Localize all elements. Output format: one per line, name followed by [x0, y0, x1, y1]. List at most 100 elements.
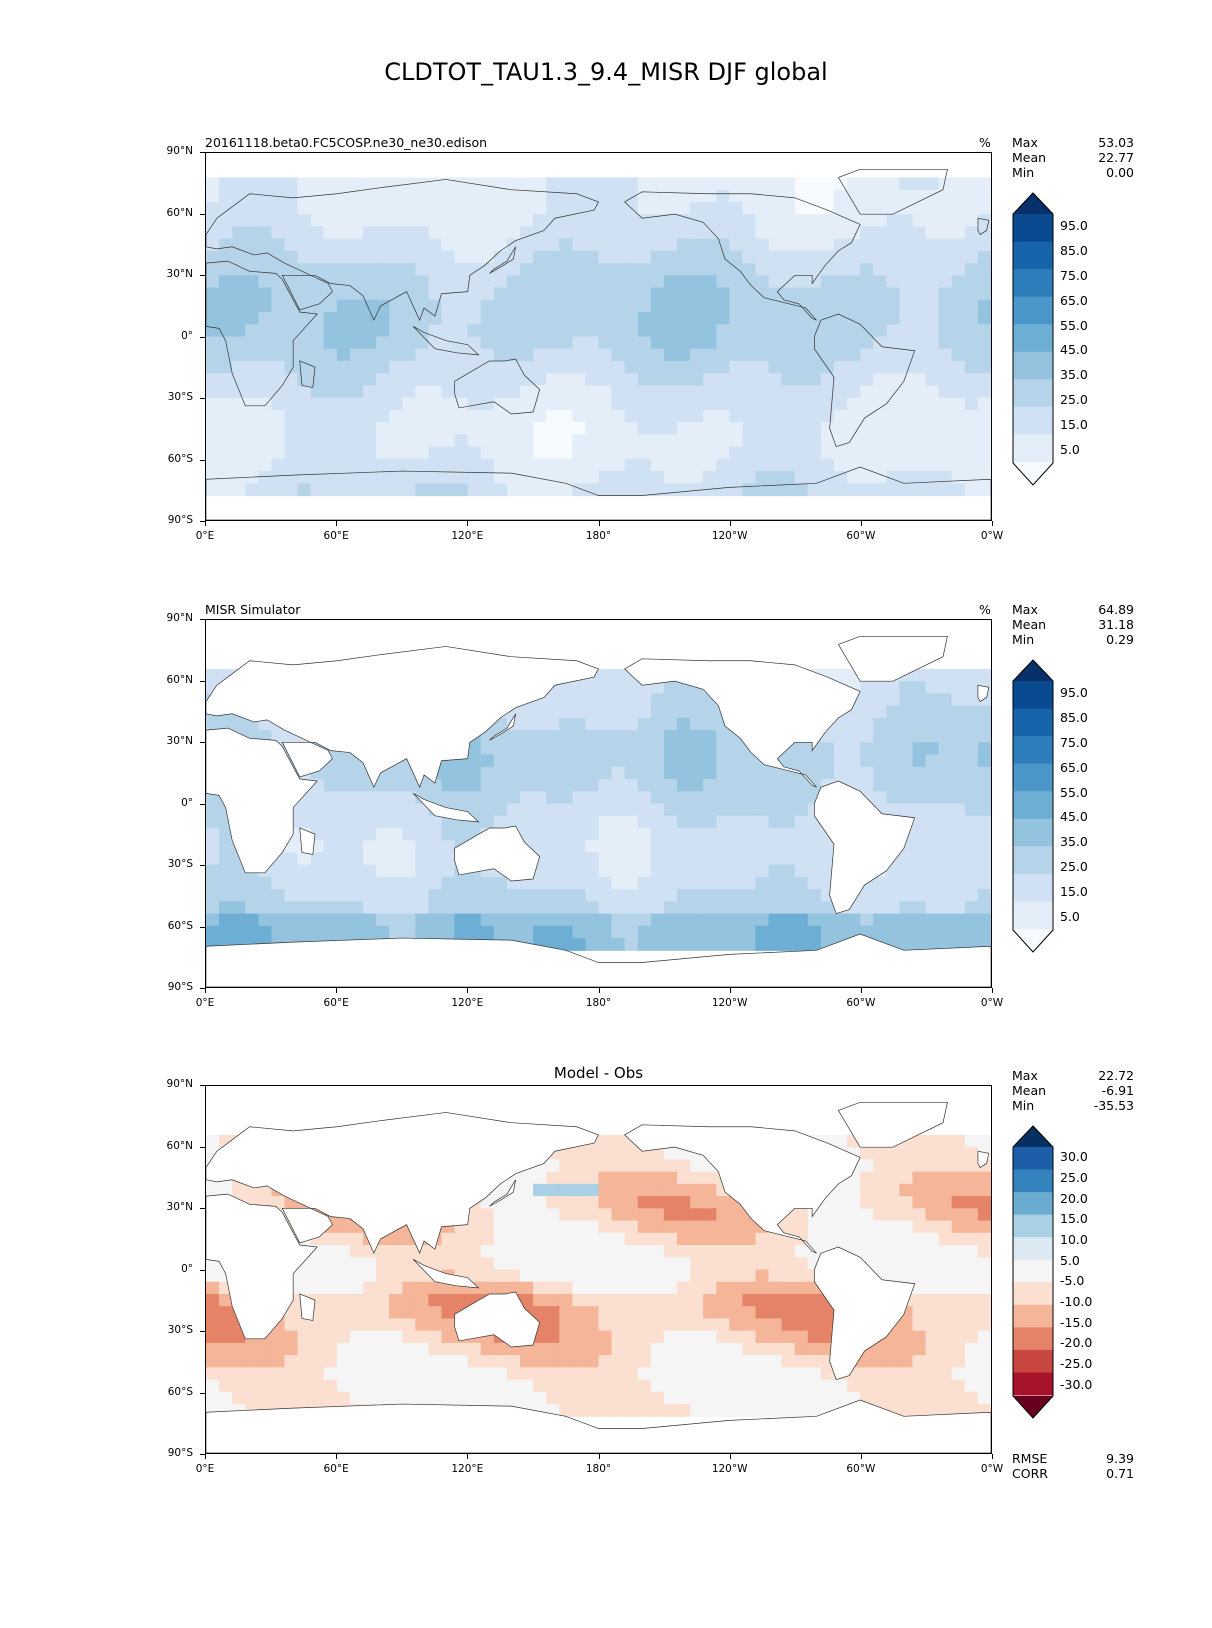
field-cell — [860, 766, 874, 780]
field-cell — [598, 201, 613, 215]
field-cell — [873, 238, 887, 252]
field-cell — [925, 1281, 940, 1295]
field-cell — [559, 1379, 573, 1393]
field-cell — [807, 1293, 822, 1307]
field-cell — [925, 324, 940, 338]
field-cell — [611, 422, 626, 435]
field-cell — [480, 1367, 495, 1381]
field-cell — [376, 226, 390, 240]
field-cell — [663, 287, 678, 301]
field-cell — [546, 397, 560, 411]
field-cell — [245, 275, 259, 289]
field-cell — [585, 864, 600, 878]
field-cell — [467, 925, 482, 939]
field-cell — [467, 1367, 482, 1381]
field-cell — [546, 852, 560, 866]
field-cell — [598, 840, 613, 854]
field-cell — [611, 458, 626, 472]
field-cell — [415, 312, 430, 325]
field-cell — [912, 938, 927, 951]
field-cell — [611, 1257, 626, 1271]
field-cell — [925, 668, 940, 682]
field-cell — [533, 336, 547, 350]
field-cell — [703, 226, 717, 240]
field-cell — [389, 275, 403, 289]
field-cell — [768, 827, 783, 841]
field-cell — [650, 1293, 665, 1307]
field-cell — [886, 226, 901, 240]
field-cell — [480, 250, 495, 264]
colorbar-tick-label: -5.0 — [1060, 1273, 1085, 1289]
field-cell — [820, 275, 835, 289]
field-cell — [546, 422, 560, 435]
x-tick-label: 120°W — [711, 997, 748, 1009]
field-cell — [703, 189, 717, 203]
field-cell — [376, 913, 390, 927]
field-cell — [912, 1232, 927, 1246]
field-cell — [323, 471, 338, 484]
field-cell — [559, 397, 573, 411]
field-cell — [376, 840, 390, 854]
field-cell — [650, 324, 665, 338]
field-cell — [467, 214, 482, 227]
field-cell — [977, 1269, 991, 1283]
field-cell — [742, 852, 757, 866]
field-cell — [951, 1269, 966, 1283]
field-cell — [964, 766, 979, 780]
field-cell — [493, 214, 508, 227]
field-cell — [376, 360, 390, 374]
field-cell — [585, 730, 600, 743]
field-cell — [297, 250, 312, 264]
field-cell — [977, 287, 991, 301]
field-cell — [912, 177, 927, 191]
field-cell — [219, 324, 233, 338]
field-cell — [323, 827, 338, 841]
field-cell — [520, 1208, 534, 1222]
field-cell — [598, 901, 613, 915]
field-cell — [506, 1367, 521, 1381]
field-cell — [611, 815, 626, 829]
field-cell — [206, 373, 220, 387]
field-cell — [245, 373, 259, 387]
field-cell — [964, 742, 979, 756]
field-cell — [912, 1220, 927, 1234]
field-cell — [624, 263, 639, 276]
field-cell — [912, 1196, 927, 1209]
field-cell — [389, 312, 403, 325]
field-cell — [781, 913, 796, 927]
map-plot — [205, 1085, 992, 1454]
field-cell — [886, 1171, 901, 1185]
field-cell — [585, 1306, 600, 1320]
field-cell — [480, 876, 495, 890]
field-cell — [834, 1232, 848, 1246]
field-cell — [624, 250, 639, 264]
field-cell — [559, 1245, 573, 1258]
field-cell — [650, 275, 665, 289]
field-cell — [323, 1306, 338, 1320]
field-cell — [389, 397, 403, 411]
field-cell — [559, 1293, 573, 1307]
field-cell — [768, 840, 783, 854]
field-cell — [729, 1318, 744, 1332]
field-cell — [768, 1379, 783, 1393]
field-cell — [899, 409, 914, 423]
field-cell — [729, 1245, 744, 1258]
field-cell — [873, 336, 887, 350]
field-cell — [964, 434, 979, 448]
field-cell — [755, 1342, 770, 1356]
field-cell — [768, 177, 783, 191]
field-cell — [336, 803, 351, 817]
field-cell — [585, 458, 600, 472]
field-cell — [284, 385, 299, 399]
field-cell — [323, 324, 338, 338]
field-cell — [899, 201, 914, 215]
field-cell — [794, 1269, 809, 1283]
field-cell — [873, 1208, 887, 1222]
field-cell — [415, 1306, 430, 1320]
field-cell — [245, 913, 259, 927]
field-cell — [624, 815, 639, 829]
field-cell — [415, 1293, 430, 1307]
field-cell — [271, 864, 286, 878]
field-cell — [755, 458, 770, 472]
field-cell — [742, 1404, 757, 1417]
